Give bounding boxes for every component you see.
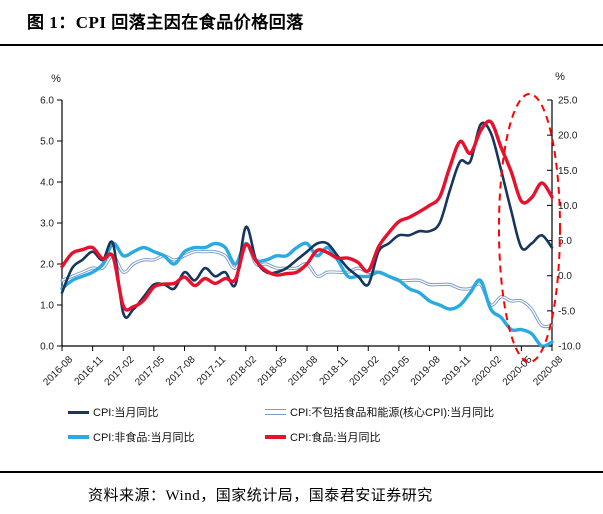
svg-text:%: % (51, 73, 61, 85)
svg-text:6.0: 6.0 (40, 96, 54, 107)
legend-item-core-cpi: CPI:不包括食品和能源(核心CPI):当月同比 (265, 404, 603, 420)
svg-text:2018-02: 2018-02 (225, 354, 259, 388)
cpi-line-chart: 6.0 5.0 4.0 3.0 2.0 1.0 0.0 25.0 20.0 15.0 10.0 5.0… (0, 50, 603, 402)
svg-text:2016-11: 2016-11 (73, 354, 107, 388)
chart-canvas: 6.0 5.0 4.0 3.0 2.0 1.0 0.0 25.0 20.0 15.0 10.0 5.0… (40, 71, 581, 388)
svg-text:2017-02: 2017-02 (103, 354, 137, 388)
svg-text:2017-11: 2017-11 (195, 354, 229, 388)
svg-text:%: % (555, 71, 565, 83)
svg-text:15.0: 15.0 (558, 166, 578, 177)
svg-text:2017-08: 2017-08 (164, 354, 198, 388)
svg-text:2019-05: 2019-05 (378, 354, 412, 388)
svg-text:-5.0: -5.0 (558, 306, 576, 317)
legend-item-cpi: CPI:当月同比 (68, 404, 265, 420)
svg-text:2018-08: 2018-08 (286, 354, 320, 388)
svg-text:2018-05: 2018-05 (256, 354, 290, 388)
legend-swatch-navy-line (68, 410, 89, 414)
legend-item-nonfood-cpi: CPI:非食品:当月同比 (68, 429, 265, 445)
svg-text:1.0: 1.0 (40, 301, 54, 312)
svg-text:0.0: 0.0 (558, 271, 572, 282)
svg-text:2020-02: 2020-02 (470, 354, 504, 388)
figure-title: 图 1：CPI 回落主因在食品价格回落 (27, 13, 304, 32)
svg-text:10.0: 10.0 (558, 201, 578, 212)
source-divider (0, 471, 603, 473)
legend-label: CPI:不包括食品和能源(核心CPI):当月同比 (290, 407, 495, 419)
svg-text:5.0: 5.0 (40, 137, 54, 148)
svg-text:3.0: 3.0 (40, 219, 54, 230)
svg-text:0.0: 0.0 (40, 342, 54, 353)
svg-text:2020-05: 2020-05 (501, 354, 535, 388)
svg-text:-10.0: -10.0 (558, 342, 581, 353)
svg-text:20.0: 20.0 (558, 131, 578, 142)
legend-swatch-cyan-line (68, 435, 89, 439)
legend-label: CPI:食品:当月同比 (290, 432, 381, 444)
svg-text:2016-08: 2016-08 (41, 354, 75, 388)
svg-text:4.0: 4.0 (40, 178, 54, 189)
legend-label: CPI:非食品:当月同比 (93, 432, 195, 444)
title-divider (0, 44, 603, 46)
legend-label: CPI:当月同比 (93, 407, 159, 419)
svg-text:2019-08: 2019-08 (409, 354, 443, 388)
source-note: 资料来源：Wind，国家统计局，国泰君安证券研究 (88, 488, 433, 504)
svg-text:2017-05: 2017-05 (133, 354, 167, 388)
svg-text:2018-11: 2018-11 (318, 354, 352, 388)
svg-text:5.0: 5.0 (558, 236, 572, 247)
legend-item-food-cpi: CPI:食品:当月同比 (265, 429, 603, 445)
svg-text:2019-02: 2019-02 (348, 354, 382, 388)
chart-legend: CPI:当月同比 CPI:不包括食品和能源(核心CPI):当月同比 CPI:非食… (0, 404, 603, 445)
legend-swatch-double-blue-line (265, 409, 286, 415)
legend-swatch-red-line (265, 435, 286, 439)
svg-text:25.0: 25.0 (558, 96, 578, 107)
svg-text:2019-11: 2019-11 (440, 354, 474, 388)
svg-text:2.0: 2.0 (40, 260, 54, 271)
